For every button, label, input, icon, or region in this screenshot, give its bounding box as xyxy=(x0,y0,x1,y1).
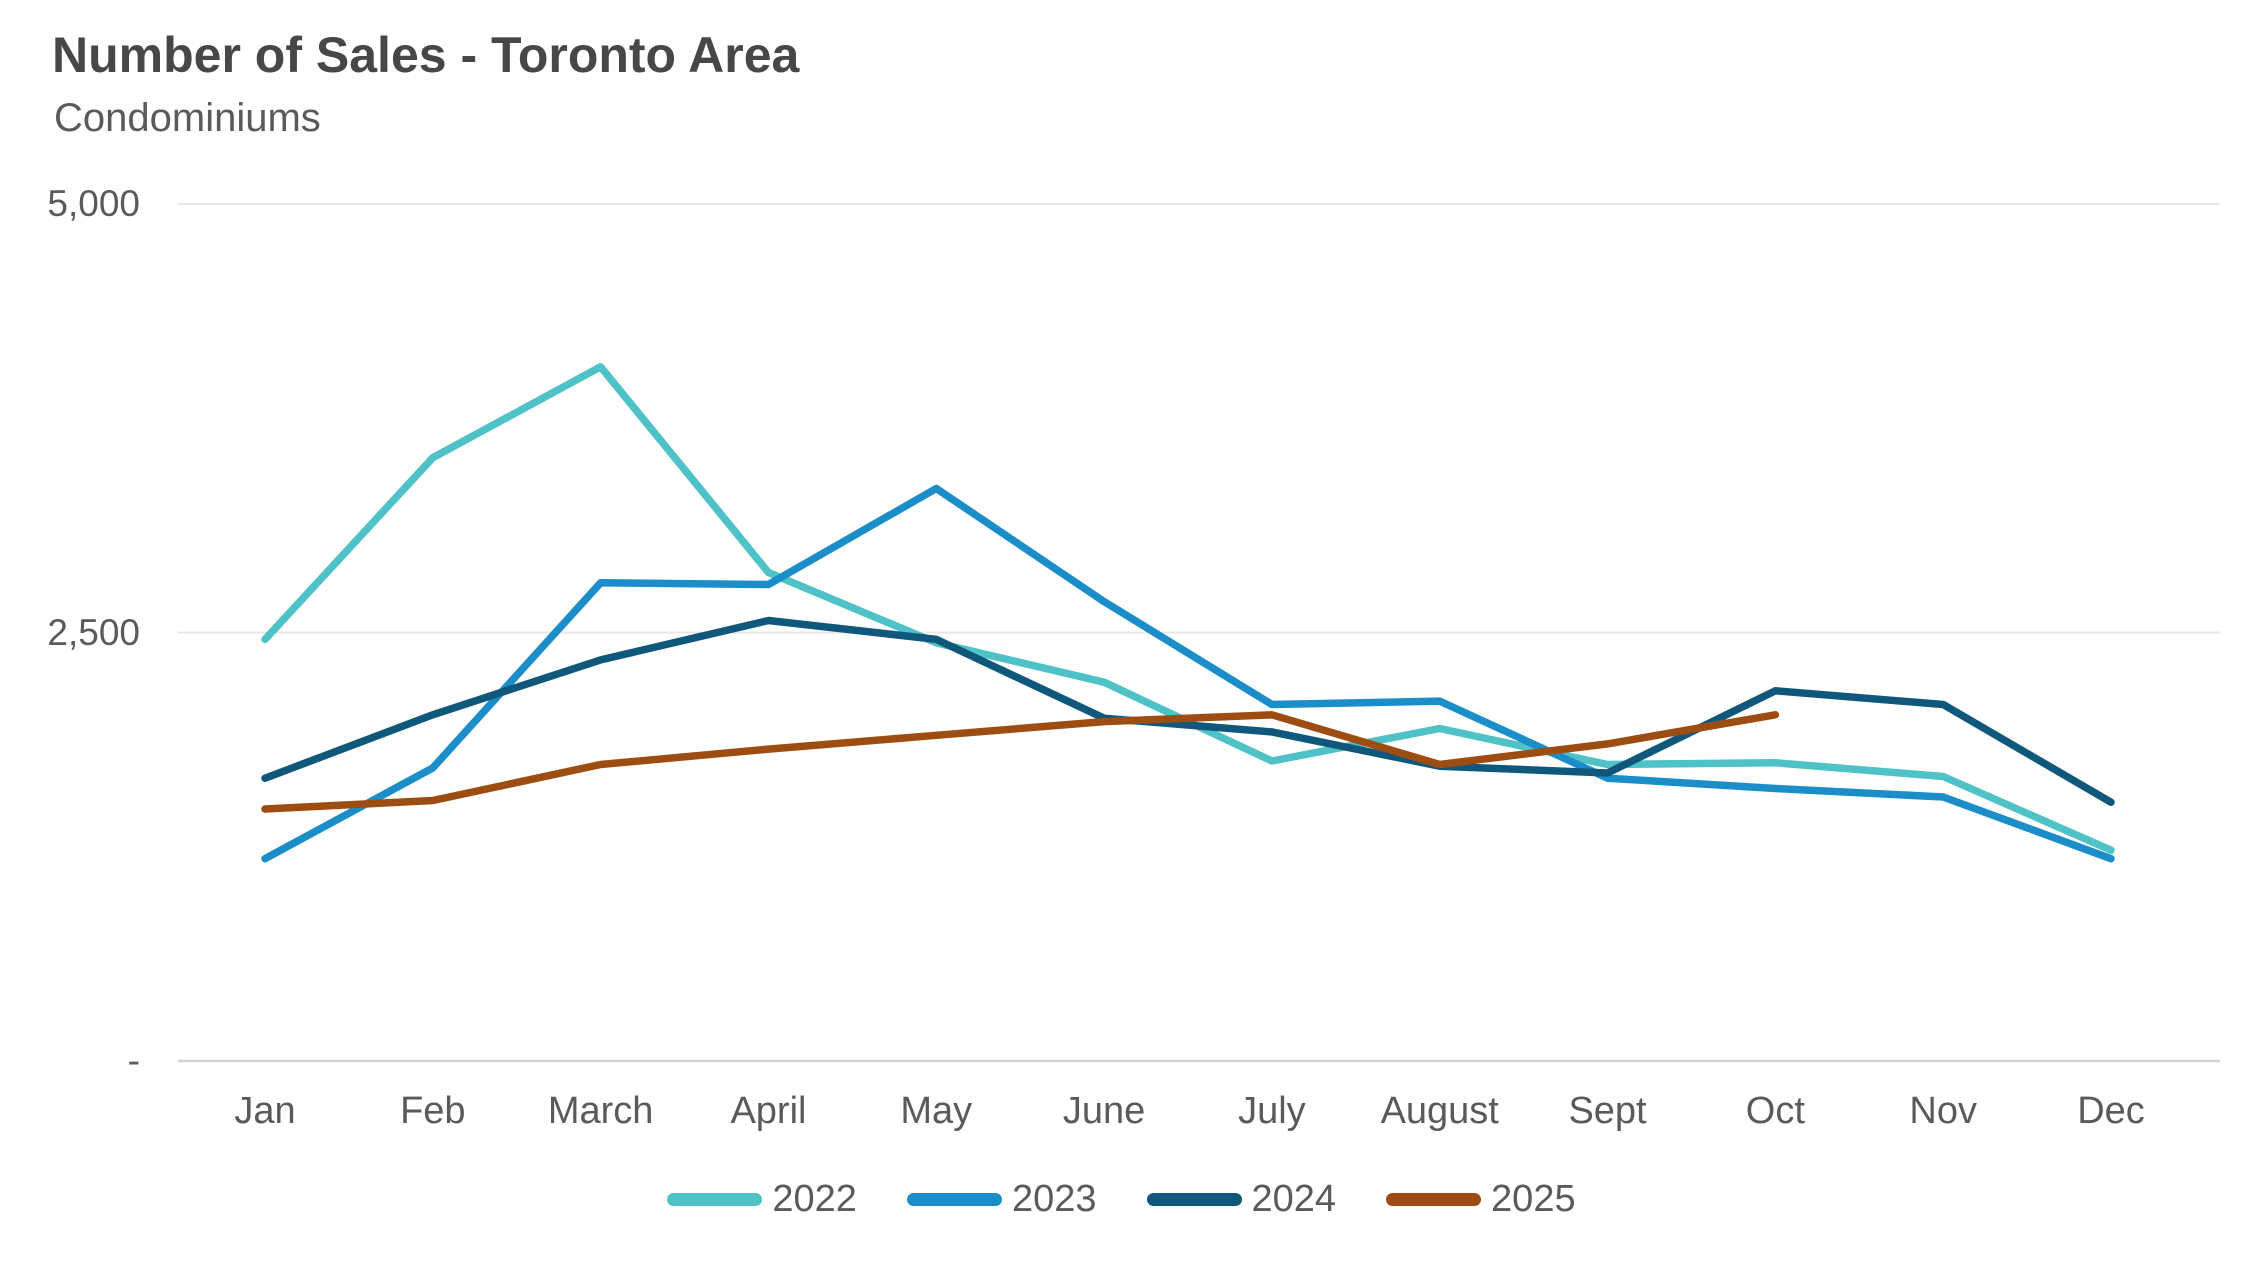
x-axis-label-sept: Sept xyxy=(1568,1090,1647,1132)
y-axis-label-2500: 2,500 xyxy=(47,611,140,653)
x-axis-label-feb: Feb xyxy=(400,1090,466,1132)
legend-swatch-2025 xyxy=(1386,1193,1482,1206)
x-axis-label-jan: Jan xyxy=(234,1090,296,1132)
chart-title: Number of Sales - Toronto Area xyxy=(52,27,800,83)
legend-item-2024: 2024 xyxy=(1146,1178,1337,1221)
chart-legend: 2022 2023 2024 2025 xyxy=(0,1178,2243,1221)
legend-item-2022: 2022 xyxy=(667,1178,857,1221)
x-axis-label-oct: Oct xyxy=(1745,1090,1805,1132)
x-axis-label-july: July xyxy=(1238,1090,1306,1132)
x-axis-label-march: March xyxy=(547,1090,654,1132)
chart-subtitle: Condominiums xyxy=(54,96,321,140)
legend-label-2023: 2023 xyxy=(1011,1178,1097,1220)
legend-swatch-2023 xyxy=(906,1193,1002,1206)
x-axis-label-may: May xyxy=(900,1090,973,1132)
x-axis-label-nov: Nov xyxy=(1909,1090,1977,1132)
y-axis-label-zero: - xyxy=(127,1040,140,1081)
legend-label-2022: 2022 xyxy=(772,1178,857,1220)
series-line-2025 xyxy=(261,711,1780,813)
x-axis-label-april: April xyxy=(730,1090,807,1132)
x-axis-label-june: June xyxy=(1062,1090,1146,1132)
legend-item-2025: 2025 xyxy=(1386,1178,1576,1221)
legend-swatch-2022 xyxy=(667,1193,763,1206)
x-axis-label-dec: Dec xyxy=(2077,1090,2145,1132)
series-line-2024 xyxy=(261,616,2115,806)
legend-label-2025: 2025 xyxy=(1491,1178,1576,1220)
legend-label-2024: 2024 xyxy=(1251,1178,1337,1220)
x-axis-label-august: August xyxy=(1380,1090,1499,1132)
legend-item-2023: 2023 xyxy=(906,1178,1097,1221)
y-axis-label-5000: 5,000 xyxy=(47,183,140,224)
legend-swatch-2024 xyxy=(1146,1193,1242,1206)
series-line-2023 xyxy=(261,484,2115,863)
